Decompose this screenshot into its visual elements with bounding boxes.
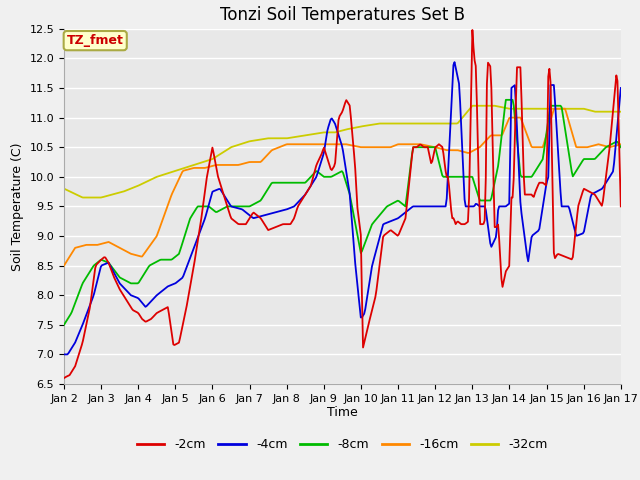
X-axis label: Time: Time <box>327 407 358 420</box>
Y-axis label: Soil Temperature (C): Soil Temperature (C) <box>11 142 24 271</box>
Legend: -2cm, -4cm, -8cm, -16cm, -32cm: -2cm, -4cm, -8cm, -16cm, -32cm <box>132 433 553 456</box>
Text: TZ_fmet: TZ_fmet <box>67 34 124 47</box>
Title: Tonzi Soil Temperatures Set B: Tonzi Soil Temperatures Set B <box>220 6 465 24</box>
